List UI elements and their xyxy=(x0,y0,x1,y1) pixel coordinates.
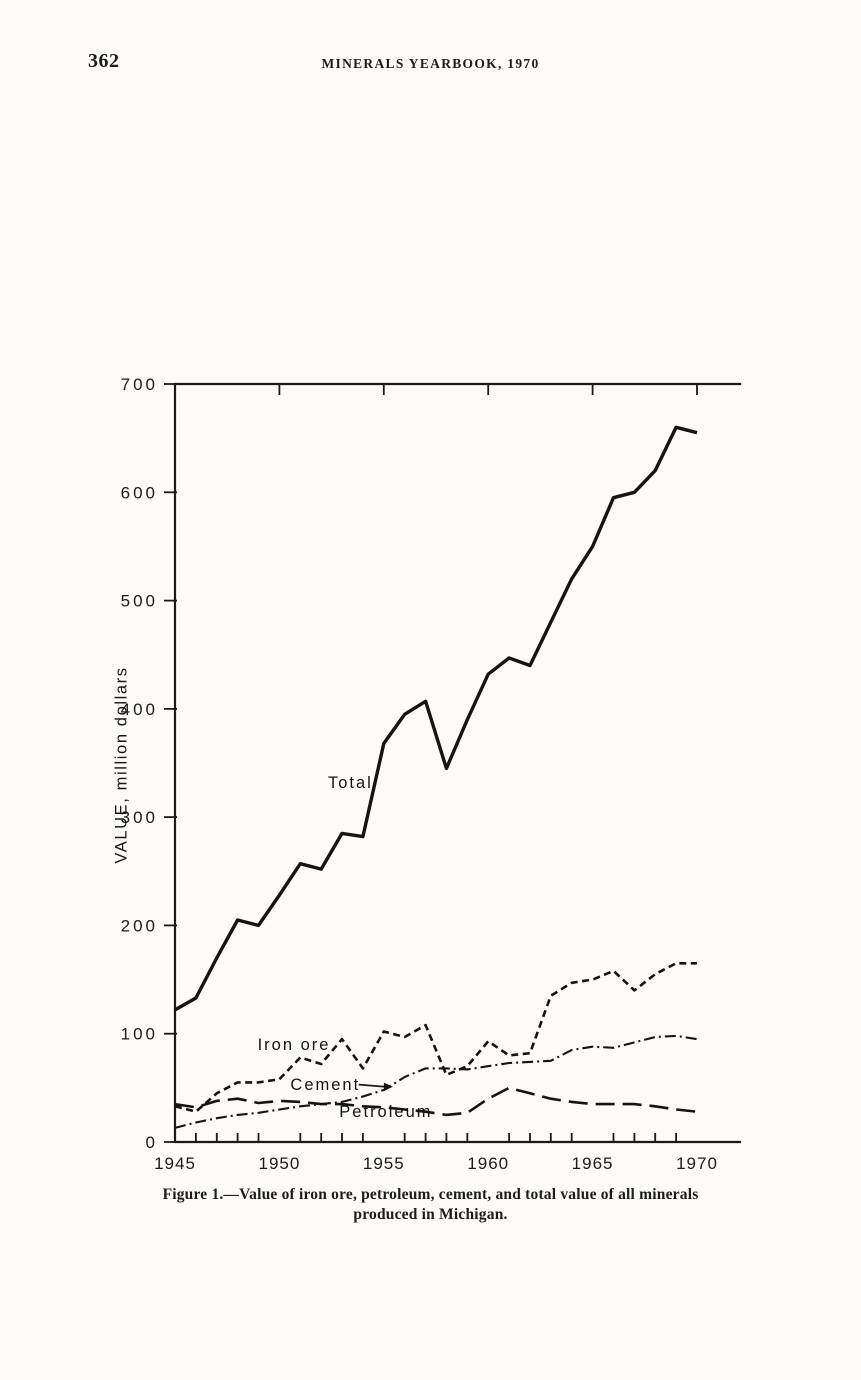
annotation-arrow-cement xyxy=(358,1083,386,1088)
y-tick-label: 300 xyxy=(121,808,158,827)
figure-caption-line2: produced in Michigan. xyxy=(353,1206,508,1223)
x-tick-label: 1955 xyxy=(363,1154,405,1173)
figure-caption: Figure 1.—Value of iron ore, petroleum, … xyxy=(0,1185,861,1225)
figure-caption-line1: Figure 1.—Value of iron ore, petroleum, … xyxy=(162,1186,699,1203)
chart-axes xyxy=(173,382,742,1144)
y-tick-label: 500 xyxy=(121,592,158,611)
annotation-cement: Cement xyxy=(290,1076,360,1094)
y-axis-ticks: 0 100 200 300 400 500 600 700 xyxy=(121,375,177,1152)
series-total xyxy=(174,425,698,1012)
y-axis-label: VALUE, million dollars xyxy=(112,666,131,864)
series-cement xyxy=(174,1034,698,1129)
series-iron-ore xyxy=(174,961,697,1113)
x-tick-label: 1945 xyxy=(154,1154,196,1173)
annotation-arrowhead-cement xyxy=(383,1082,393,1091)
y-tick-label: 0 xyxy=(146,1133,158,1152)
y-tick-label: 600 xyxy=(121,483,158,502)
x-tick-label: 1950 xyxy=(258,1154,300,1173)
y-tick-label: 700 xyxy=(121,375,158,394)
chart-series xyxy=(174,425,698,1129)
chart-annotations: Total Iron ore Cement Petroleum xyxy=(258,774,432,1121)
x-tick-label: 1970 xyxy=(676,1154,718,1173)
annotation-total: Total xyxy=(328,774,373,792)
page-number: 362 xyxy=(88,50,120,72)
y-tick-label: 200 xyxy=(121,916,158,935)
x-tick-label: 1965 xyxy=(572,1154,614,1173)
y-tick-label: 400 xyxy=(121,700,158,719)
series-petroleum xyxy=(174,1086,698,1117)
x-tick-label: 1960 xyxy=(467,1154,509,1173)
annotation-iron-ore: Iron ore xyxy=(258,1036,331,1054)
y-tick-label: 100 xyxy=(121,1025,158,1044)
annotation-petroleum: Petroleum xyxy=(339,1103,432,1121)
header-title: MINERALS YEARBOOK, 1970 xyxy=(321,56,540,71)
x-axis-ticks: 1945 1950 1955 1960 1965 1970 xyxy=(154,384,718,1173)
